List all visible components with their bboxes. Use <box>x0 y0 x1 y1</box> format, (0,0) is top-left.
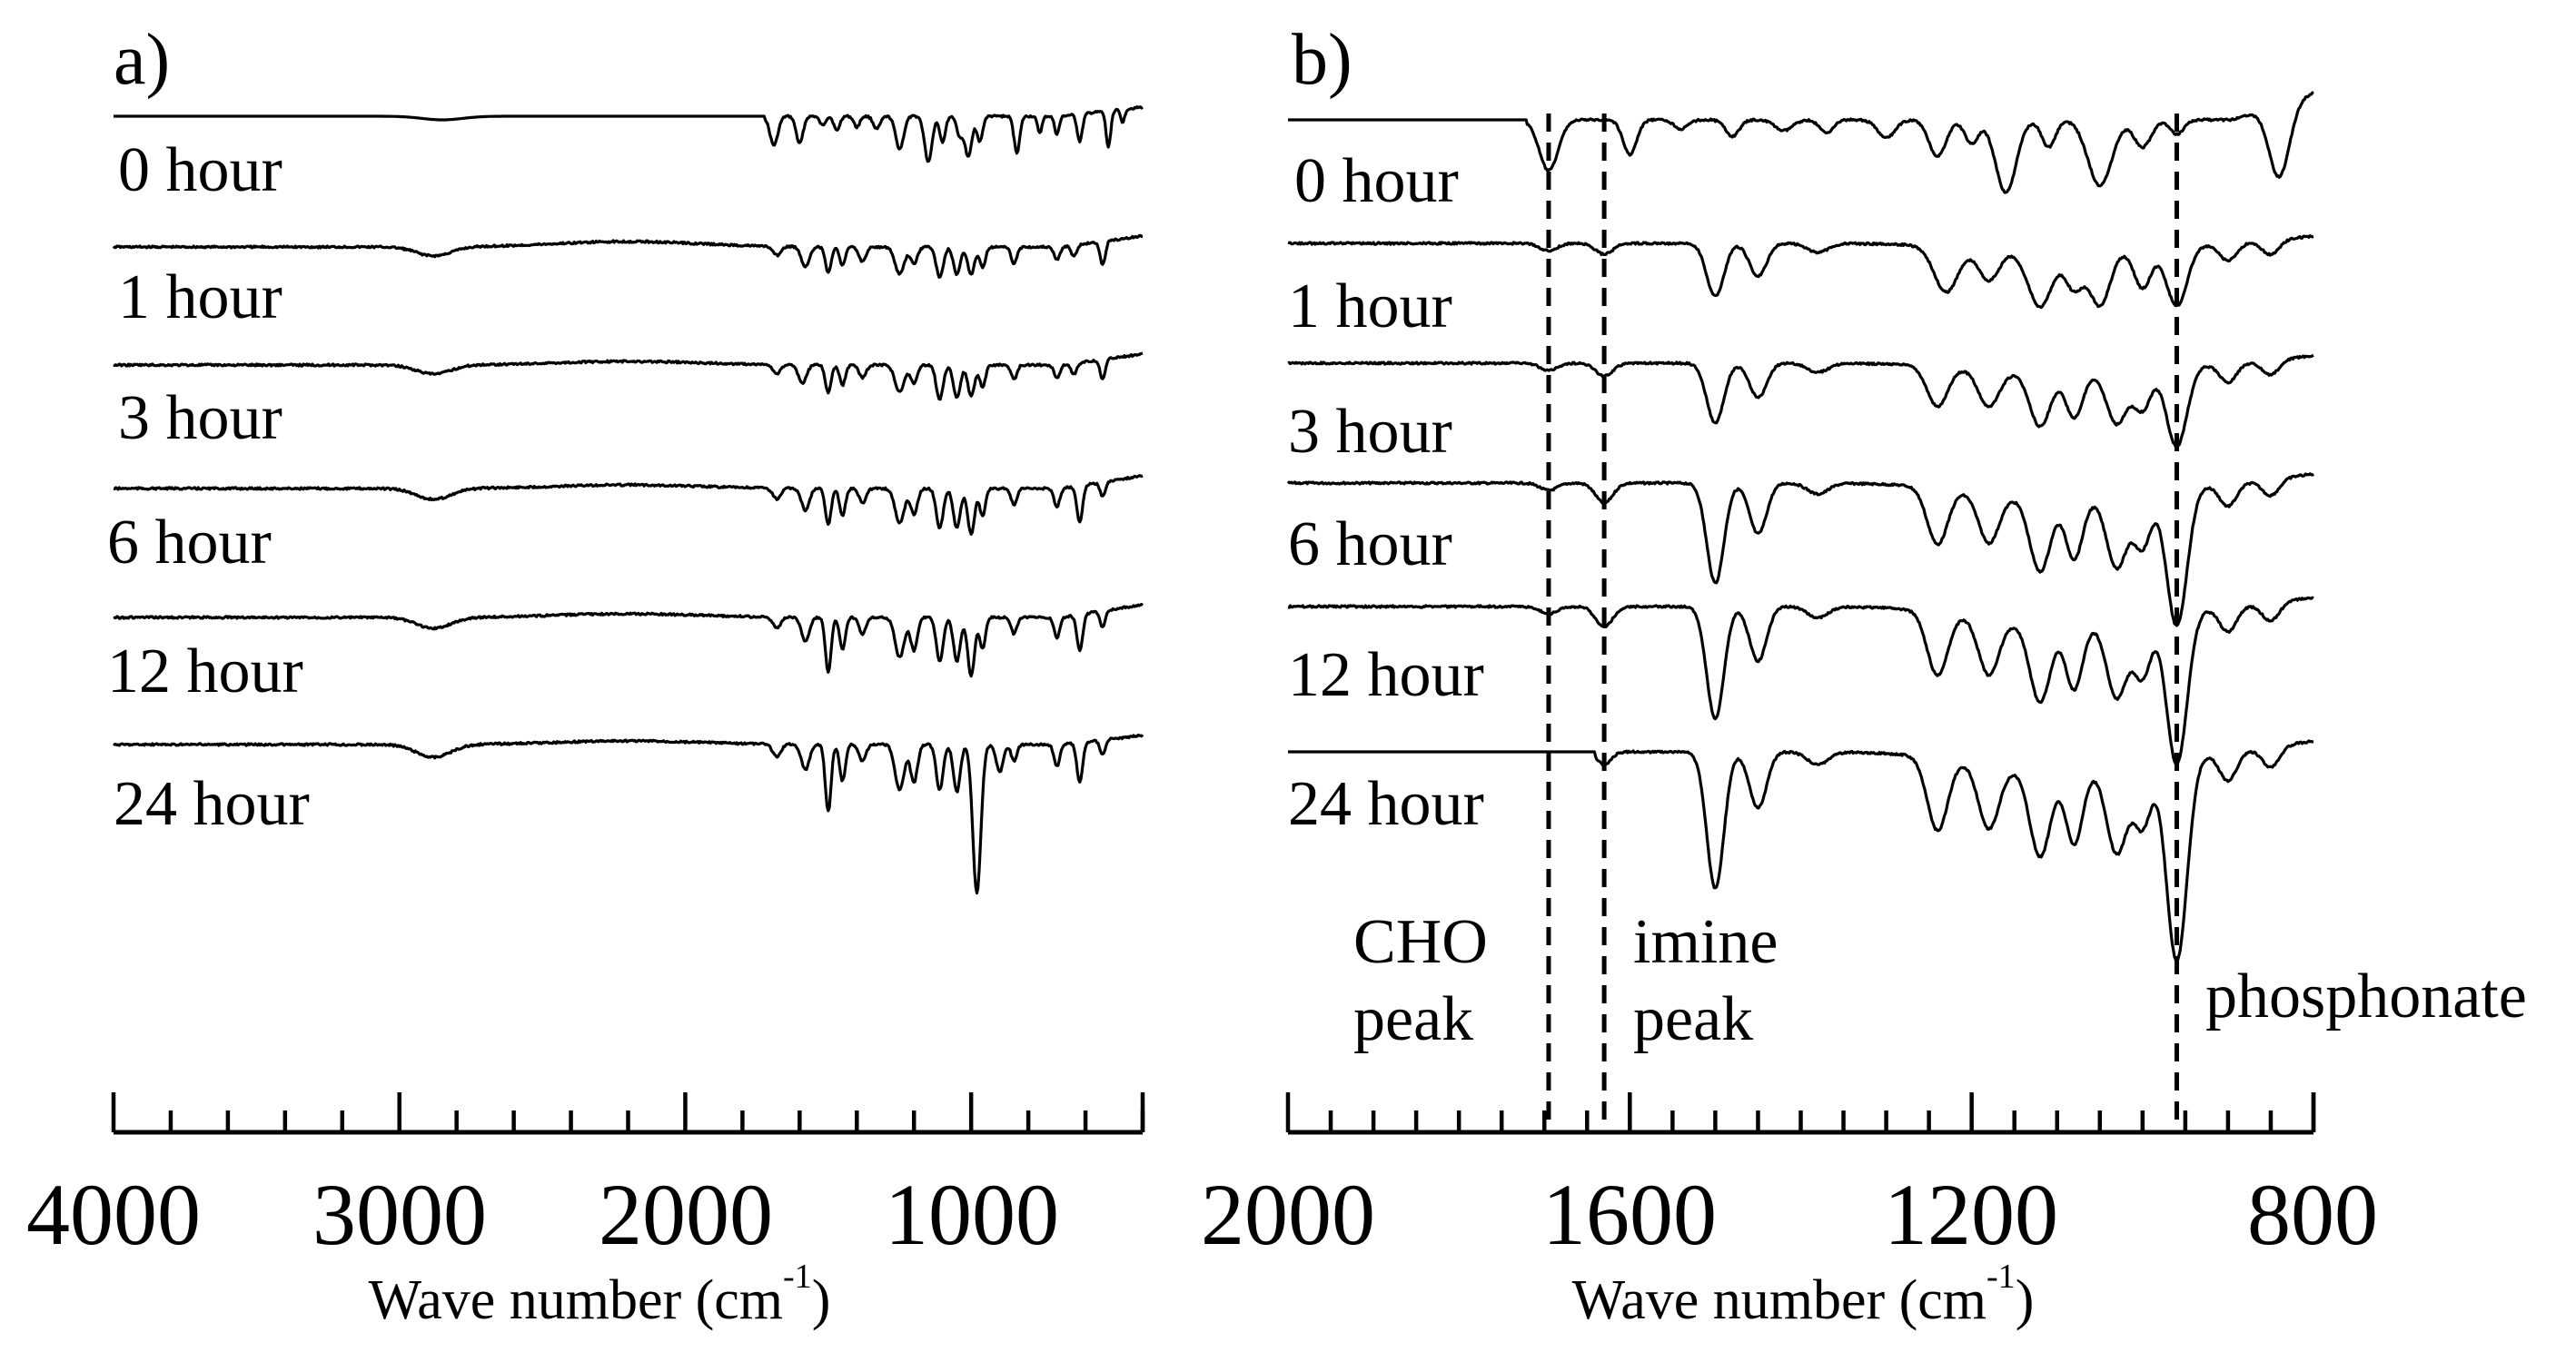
panel-b-reference-lines <box>1546 114 2179 1132</box>
imine-peak-label: peak <box>1633 984 1753 1054</box>
trace-label-12-hour: 12 hour <box>107 637 303 706</box>
panel-a-tick-label: 1000 <box>885 1166 1059 1263</box>
cho-peak-label: CHO <box>1353 907 1488 977</box>
trace-label-0-hour: 0 hour <box>1294 146 1459 216</box>
trace-label-0-hour: 0 hour <box>118 135 282 205</box>
trace-label-3-hour: 3 hour <box>118 383 282 453</box>
panel-b-spectrum-3-hour <box>1287 353 2314 449</box>
panel-b-spectrum-1-hour <box>1287 233 2314 310</box>
panel-a-tick-label: 3000 <box>312 1166 487 1263</box>
panel-a-spectrum-1-hour <box>112 233 1144 279</box>
trace-label-6-hour: 6 hour <box>1288 509 1452 579</box>
panel-a-spectra <box>112 105 1144 895</box>
trace-label-1-hour: 1 hour <box>118 262 282 332</box>
panel-b-spectra <box>1286 91 2315 963</box>
panel-a-spectrum-6-hour <box>113 474 1144 536</box>
panel-a-x-axis-title: Wave number (cm-1) <box>369 1258 831 1331</box>
panel-b-tick-label: 1600 <box>1542 1166 1717 1263</box>
panel-a-spectrum-24-hour <box>113 734 1144 895</box>
trace-label-24-hour: 24 hour <box>114 769 310 839</box>
panel-b-x-axis-title: Wave number (cm-1) <box>1572 1258 2035 1331</box>
panel-b-tick-label: 2000 <box>1201 1166 1375 1263</box>
trace-label-3-hour: 3 hour <box>1288 397 1452 467</box>
panel-b-label: b) <box>1292 20 1352 100</box>
panel-a-spectrum-0-hour <box>113 105 1144 163</box>
panel-b-annotations: CHO peak imine peak phosphonate <box>1353 907 2527 1054</box>
panel-b-trace-labels: 0 hour 1 hour 3 hour 6 hour 12 hour 24 h… <box>1288 146 1484 839</box>
imine-peak-label: imine <box>1633 907 1778 977</box>
panel-a: a) 0 hour 1 hour 3 hour 6 hour 12 hour 2… <box>26 20 1145 1331</box>
panel-b-tick-labels: 2000 1600 1200 800 <box>1201 1166 2378 1263</box>
trace-label-6-hour: 6 hour <box>107 508 272 577</box>
panel-b: b) 0 hour 1 hour 3 hour 6 hour 12 hour 2… <box>1201 20 2527 1331</box>
panel-b-tick-label: 1200 <box>1884 1166 2058 1263</box>
cho-peak-label: peak <box>1353 984 1473 1054</box>
phosphonate-label: phosphonate <box>2205 962 2527 1031</box>
panel-a-tick-label: 4000 <box>26 1166 201 1263</box>
trace-label-24-hour: 24 hour <box>1288 769 1484 839</box>
trace-label-12-hour: 12 hour <box>1288 640 1484 710</box>
panel-b-tick-label: 800 <box>2247 1166 2378 1263</box>
panel-a-spectrum-3-hour <box>113 351 1144 401</box>
panel-a-x-axis <box>111 1092 1145 1135</box>
panel-a-tick-labels: 4000 3000 2000 1000 <box>26 1166 1059 1263</box>
panel-b-spectrum-24-hour <box>1287 739 2314 963</box>
panel-b-spectrum-0-hour <box>1287 91 2314 194</box>
panel-a-label: a) <box>114 20 170 100</box>
trace-label-1-hour: 1 hour <box>1288 271 1452 341</box>
panel-a-spectrum-12-hour <box>113 603 1144 678</box>
panel-a-tick-label: 2000 <box>599 1166 773 1263</box>
panel-b-x-axis <box>1285 1092 2316 1135</box>
panel-b-spectrum-12-hour <box>1287 596 2314 766</box>
panel-a-trace-labels: 0 hour 1 hour 3 hour 6 hour 12 hour 24 h… <box>107 135 310 839</box>
panel-b-spectrum-6-hour <box>1286 472 2315 627</box>
